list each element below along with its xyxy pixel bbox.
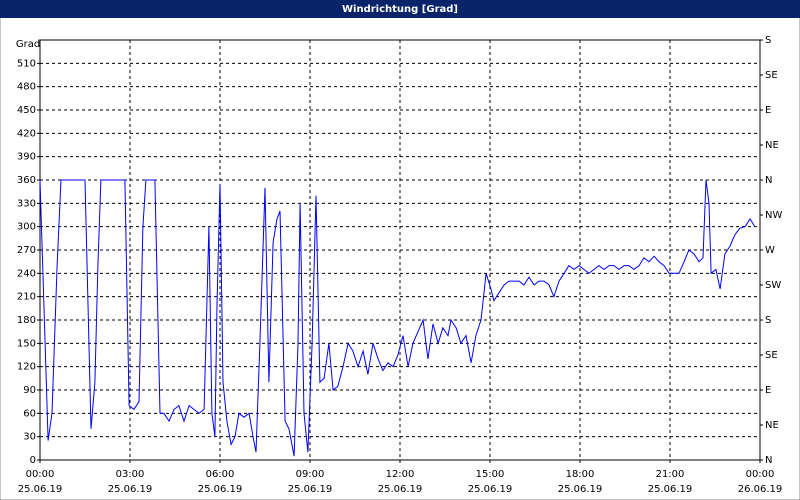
y-tick-label: 300	[17, 222, 36, 233]
y-tick-label: 60	[23, 408, 36, 419]
y2-tick-label: SW	[765, 280, 781, 291]
y2-tick-label: N	[765, 455, 772, 466]
x-tick-label: 18:00	[566, 469, 595, 480]
y2-tick-label: S	[765, 35, 771, 46]
x-tick-label: 06:00	[206, 469, 235, 480]
x-tick-date: 25.06.19	[198, 484, 243, 495]
title-bar	[0, 0, 800, 18]
y2-tick-label: SE	[765, 70, 778, 81]
x-tick-label: 03:00	[116, 469, 145, 480]
y-tick-label: 240	[17, 268, 36, 279]
y-tick-label: 360	[17, 175, 36, 186]
y-tick-label: 0	[30, 455, 36, 466]
y-tick-label: 210	[17, 292, 36, 303]
y-axis-label: Grad	[16, 39, 40, 50]
x-tick-label: 00:00	[26, 469, 55, 480]
y-tick-label: 30	[23, 432, 36, 443]
y2-tick-label: NW	[765, 210, 782, 221]
y2-tick-label: SE	[765, 350, 778, 361]
x-tick-label: 12:00	[386, 469, 415, 480]
y2-tick-label: E	[765, 385, 771, 396]
chart-title: Windrichtung [Grad]	[342, 4, 458, 15]
x-tick-date: 25.06.19	[648, 484, 693, 495]
y-tick-label: 450	[17, 105, 36, 116]
x-tick-label: 00:00	[746, 469, 775, 480]
y2-tick-label: S	[765, 315, 771, 326]
x-tick-label: 15:00	[476, 469, 505, 480]
y-tick-label: 480	[17, 82, 36, 93]
y-tick-label: 180	[17, 315, 36, 326]
x-tick-label: 09:00	[296, 469, 325, 480]
x-tick-date: 25.06.19	[288, 484, 333, 495]
x-tick-date: 25.06.19	[108, 484, 153, 495]
x-tick-date: 25.06.19	[468, 484, 513, 495]
x-tick-date: 25.06.19	[378, 484, 423, 495]
x-tick-label: 21:00	[656, 469, 685, 480]
y2-tick-label: NE	[765, 140, 779, 151]
y-tick-label: 420	[17, 128, 36, 139]
y2-tick-label: NE	[765, 420, 779, 431]
y-tick-label: 150	[17, 338, 36, 349]
y-tick-label: 330	[17, 198, 36, 209]
data-line	[39, 179, 756, 457]
plot-frame	[39, 39, 761, 461]
y2-tick-label: W	[765, 245, 775, 256]
y-tick-label: 510	[17, 58, 36, 69]
y2-tick-label: E	[765, 105, 771, 116]
x-tick-date: 25.06.19	[558, 484, 603, 495]
y-tick-label: 270	[17, 245, 36, 256]
y-tick-label: 390	[17, 152, 36, 163]
y-tick-label: 120	[17, 362, 36, 373]
x-tick-date: 26.06.19	[738, 484, 783, 495]
y2-tick-label: N	[765, 175, 772, 186]
x-tick-date: 25.06.19	[18, 484, 63, 495]
y-tick-label: 90	[23, 385, 36, 396]
